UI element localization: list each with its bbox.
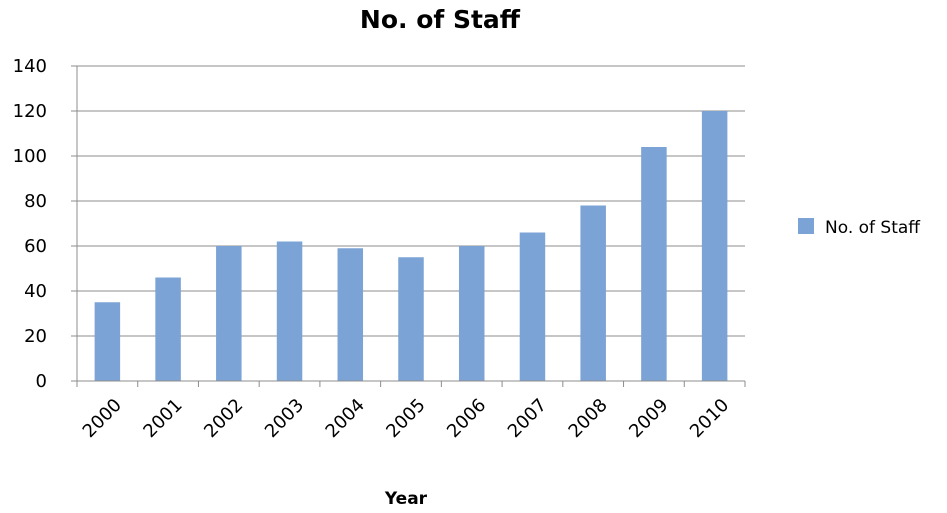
x-tick-labels: 2000 2001 2002 2003 2004 2005 2006 2007 2008 2009… xyxy=(79,395,734,442)
bar-2010 xyxy=(701,111,728,381)
x-axis-title: Year xyxy=(384,489,428,509)
x-tick-label-2007: 2007 xyxy=(504,395,551,442)
x-tick-label-2000: 2000 xyxy=(79,395,126,442)
y-tick-label-100: 100 xyxy=(13,146,47,167)
legend-swatch xyxy=(798,218,814,234)
bar-2008 xyxy=(580,205,606,381)
bar-2005 xyxy=(398,257,424,381)
legend-label: No. of Staff xyxy=(825,218,921,238)
x-tick-label-2006: 2006 xyxy=(443,395,490,442)
axes xyxy=(71,65,746,387)
x-tick-label-2009: 2009 xyxy=(625,395,672,442)
x-tick-label-2001: 2001 xyxy=(139,395,186,442)
x-tick-label-2010: 2010 xyxy=(686,395,733,442)
x-tick-label-2004: 2004 xyxy=(322,395,369,442)
bars xyxy=(94,111,728,381)
bar-2007 xyxy=(519,232,546,381)
x-tick-label-2002: 2002 xyxy=(200,395,247,442)
y-tick-label-0: 0 xyxy=(36,371,47,392)
y-tick-label-80: 80 xyxy=(24,191,47,212)
chart-title: No. of Staff xyxy=(360,5,521,34)
x-tick-label-2003: 2003 xyxy=(261,395,308,442)
bar-2004 xyxy=(337,248,364,381)
y-tick-labels: 0 20 40 60 80 100 120 140 xyxy=(13,56,47,392)
bar-2003 xyxy=(276,241,303,381)
y-tick-label-20: 20 xyxy=(24,326,47,347)
x-tick-label-2008: 2008 xyxy=(565,395,612,442)
bar-2001 xyxy=(155,277,181,381)
y-tick-label-120: 120 xyxy=(13,101,47,122)
y-tick-label-40: 40 xyxy=(24,281,47,302)
gridlines xyxy=(77,65,745,337)
bar-2000 xyxy=(94,302,121,381)
bar-2006 xyxy=(458,246,485,381)
bar-2002 xyxy=(216,246,242,381)
x-tick-label-2005: 2005 xyxy=(382,395,429,442)
y-tick-label-60: 60 xyxy=(24,236,47,257)
y-tick-label-140: 140 xyxy=(13,56,47,77)
bar-2009 xyxy=(641,147,667,381)
legend: No. of Staff xyxy=(798,218,921,238)
